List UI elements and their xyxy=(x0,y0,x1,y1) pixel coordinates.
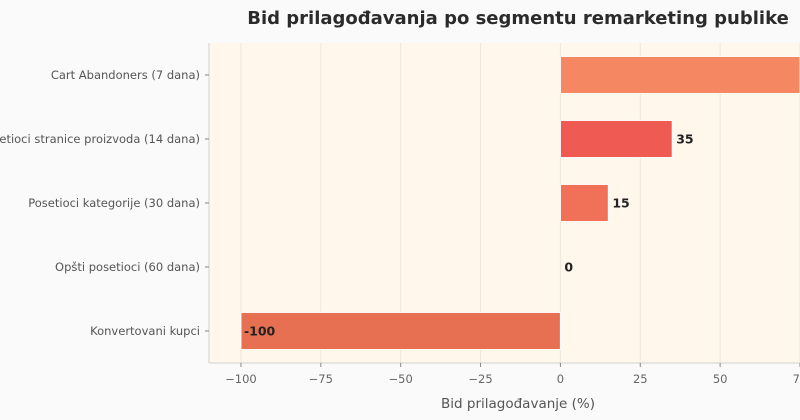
value-label: 35 xyxy=(676,132,693,147)
y-category-label: Posetioci stranice proizvoda (14 dana) xyxy=(0,132,200,146)
y-axis-categories: Cart Abandoners (7 dana) Posetioci strani… xyxy=(0,68,209,338)
x-tick-label: −25 xyxy=(468,372,492,386)
bar xyxy=(559,55,800,95)
plot-area xyxy=(209,43,800,363)
y-category-label: Opšti posetioci (60 dana) xyxy=(55,260,200,274)
x-tick-label: 75 xyxy=(793,372,800,386)
x-axis-label: Bid prilagođavanje (%) xyxy=(441,396,595,412)
bar xyxy=(240,311,561,351)
x-tick-label: −50 xyxy=(389,372,413,386)
x-tick-label: −75 xyxy=(309,372,333,386)
y-category-label: Posetioci kategorije (30 dana) xyxy=(28,196,200,210)
bar xyxy=(559,119,673,159)
y-category-label: Konvertovani kupci xyxy=(90,324,200,338)
x-axis-ticks: −100 −75 −50 −25 0 25 50 75 xyxy=(225,363,800,386)
value-label: 0 xyxy=(564,260,573,275)
bars xyxy=(240,55,800,351)
bar xyxy=(559,183,609,223)
x-tick-label: 50 xyxy=(713,372,728,386)
value-label: 15 xyxy=(612,196,629,211)
x-tick-label: 0 xyxy=(557,372,564,386)
y-category-label: Cart Abandoners (7 dana) xyxy=(51,68,200,82)
chart-title: Bid prilagođavanja po segmentu remarketi… xyxy=(247,8,789,29)
value-label: -100 xyxy=(244,324,276,339)
value-labels: 35 15 0 -100 xyxy=(244,132,694,339)
grid-lines xyxy=(240,43,800,363)
x-tick-label: 25 xyxy=(633,372,648,386)
x-tick-label: −100 xyxy=(225,372,257,386)
